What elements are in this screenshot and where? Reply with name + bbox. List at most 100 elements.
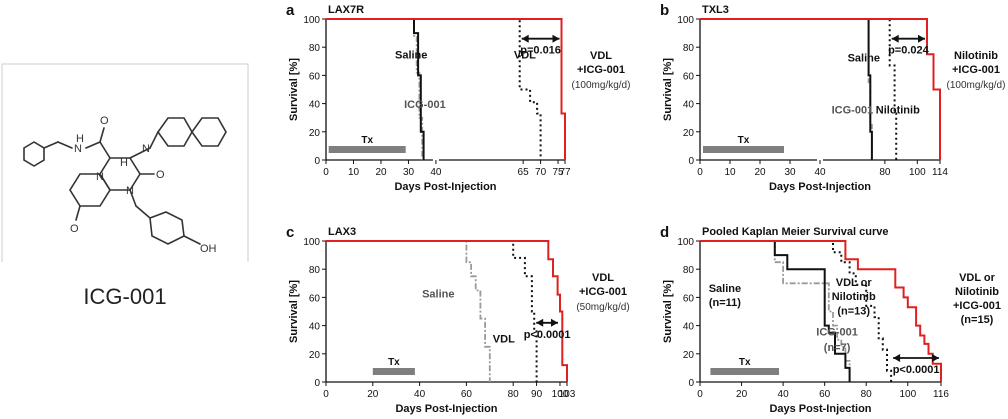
y-tick-label: 40 (683, 322, 695, 333)
x-tick-label: 80 (508, 389, 520, 400)
y-tick-label: 0 (314, 156, 320, 167)
molecule-atom-label: N (126, 185, 134, 197)
x-tick-label: 100 (899, 389, 916, 400)
y-tick-label: 0 (688, 378, 694, 389)
bond (85, 141, 101, 149)
x-tick-label: 60 (461, 389, 473, 400)
x-tick-label: 0 (323, 167, 329, 178)
bond (99, 127, 105, 143)
x-tick-label: 20 (375, 167, 387, 178)
bond (183, 235, 201, 245)
x-tick-label: 65 (518, 167, 530, 178)
pvalue-label: p<0.0001 (524, 329, 571, 341)
bond (43, 141, 59, 149)
dose-label: (100mg/kg/d) (572, 80, 631, 91)
y-tick-label: 100 (303, 15, 320, 26)
arrowhead-left-icon (893, 354, 901, 362)
series-label: Saline (395, 50, 427, 62)
x-tick-label: 90 (531, 389, 543, 400)
y-tick-label: 60 (683, 293, 695, 304)
molecule-atom-label: O (70, 223, 79, 235)
series-label: Saline (709, 283, 741, 295)
molecule-atom-label: H (120, 157, 128, 169)
y-tick-label: 0 (688, 156, 694, 167)
y-tick-label: 60 (309, 293, 321, 304)
x-tick-label: 80 (879, 167, 891, 178)
bond (75, 205, 81, 221)
y-tick-label: 40 (683, 100, 695, 111)
arrowhead-right-icon (551, 318, 558, 327)
x-tick-label: 80 (861, 389, 873, 400)
survival-curve-icg (326, 240, 491, 382)
x-axis-label: Days Post-Injection (395, 403, 497, 415)
x-tick-label: 0 (697, 389, 703, 400)
y-tick-label: 40 (309, 322, 321, 333)
combo-label: Nilotinib (954, 50, 998, 62)
y-tick-label: 80 (683, 43, 695, 54)
panel-title: LAX3 (328, 226, 356, 238)
x-tick-label: 0 (697, 167, 703, 178)
series-label: Saline (422, 288, 454, 300)
y-tick-label: 20 (309, 350, 321, 361)
survival-curve-standard (700, 18, 898, 160)
combo-label: VDL (590, 50, 612, 62)
x-tick-label: 60 (819, 389, 831, 400)
y-tick-label: 100 (677, 237, 694, 248)
molecule-atom-label: N (74, 143, 82, 155)
series-label: (n=11) (709, 297, 741, 309)
molecule-frame (1, 63, 249, 262)
survival-curve-saline (700, 240, 851, 382)
series-label: ICG-001 (816, 327, 858, 339)
survival-curve-icg (700, 18, 873, 160)
x-tick-label: 20 (367, 389, 379, 400)
treatment-label: Tx (388, 357, 400, 368)
pvalue-label: p<0.0001 (893, 364, 940, 376)
survival-curve-saline (326, 18, 425, 160)
survival-curve-saline (700, 18, 873, 160)
y-tick-label: 0 (314, 378, 320, 389)
x-axis-label: Days Post-Injection (394, 181, 496, 193)
survival-curve-combo (326, 18, 566, 160)
survival-curve-combo (700, 18, 941, 160)
x-tick-label: 40 (778, 389, 790, 400)
x-tick-label: 30 (784, 167, 796, 178)
arrowhead-left-icon (891, 34, 899, 43)
x-tick-label: 40 (414, 389, 426, 400)
x-tick-label: 40 (430, 167, 442, 178)
arrowhead-left-icon (536, 318, 544, 327)
series-label: ICG-001 (832, 105, 874, 117)
x-tick-label: 70 (535, 167, 547, 178)
x-tick-label: 20 (754, 167, 766, 178)
combo-label: +ICG-001 (952, 64, 1000, 76)
treatment-label: Tx (738, 135, 750, 146)
x-tick-label: 20 (736, 389, 748, 400)
panel-letter: d (660, 224, 669, 241)
icg-001-structure: N H O N H N O N O OH (1, 63, 249, 262)
bond (149, 131, 159, 149)
x-tick-label: 77 (559, 167, 571, 178)
survival-curve-standard (326, 240, 538, 382)
x-tick-label: 0 (323, 389, 329, 400)
x-tick-label: 116 (933, 389, 949, 400)
combo-label: +ICG-001 (953, 300, 1001, 312)
y-tick-label: 40 (309, 100, 321, 111)
panel-title: LAX7R (328, 4, 364, 16)
x-axis-label: Days Post-Injection (769, 181, 871, 193)
molecule-atom-label: OH (200, 243, 217, 255)
panel-letter: a (286, 2, 295, 19)
combo-label: VDL or (959, 272, 996, 284)
pvalue-label: p=0.024 (888, 45, 930, 57)
treatment-bar (710, 368, 779, 375)
x-tick-label: 40 (814, 167, 826, 178)
y-tick-label: 80 (309, 265, 321, 276)
series-label: ICG-001 (404, 99, 446, 111)
series-label: Nilotinib (876, 105, 920, 117)
y-axis-label: Survival [%] (662, 280, 674, 343)
bond (99, 141, 111, 159)
dose-label: (50mg/kg/d) (576, 302, 629, 313)
combo-label: Nilotinib (955, 286, 999, 298)
molecule-atom-label: N (142, 143, 150, 155)
treatment-label: Tx (361, 135, 373, 146)
bond (129, 147, 151, 159)
